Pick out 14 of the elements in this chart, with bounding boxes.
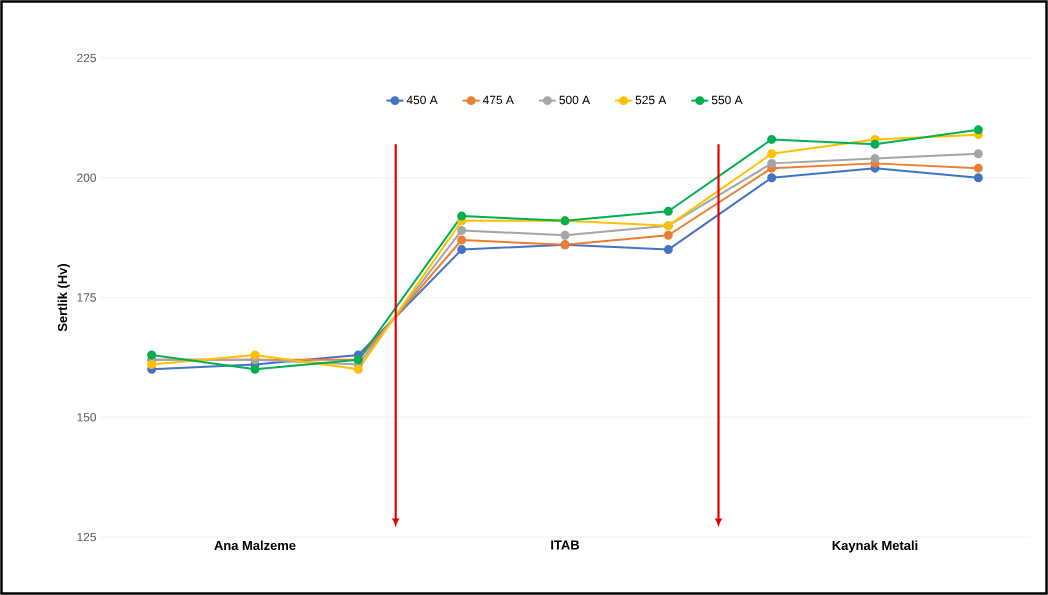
y-tick-label: 125 [77,532,96,542]
legend-label: 475 A [482,95,514,105]
y-tick-label: 200 [77,173,97,182]
y-tick-label: 150 [77,413,97,422]
legend-label: 550 A [711,95,743,105]
y-tick-label: 225 [77,53,96,63]
legend-label: 500 A [559,95,591,105]
legend-label: 450 A [406,95,438,105]
y-axis-title: Sertlik (Hv) [57,263,70,332]
x-tick-label: Kaynak Metali [832,540,918,553]
x-tick-label: Ana Malzeme [214,540,296,551]
x-tick-label: ITAB [551,540,580,550]
legend-label: 525 A [635,95,667,105]
y-tick-label: 175 [77,293,96,302]
